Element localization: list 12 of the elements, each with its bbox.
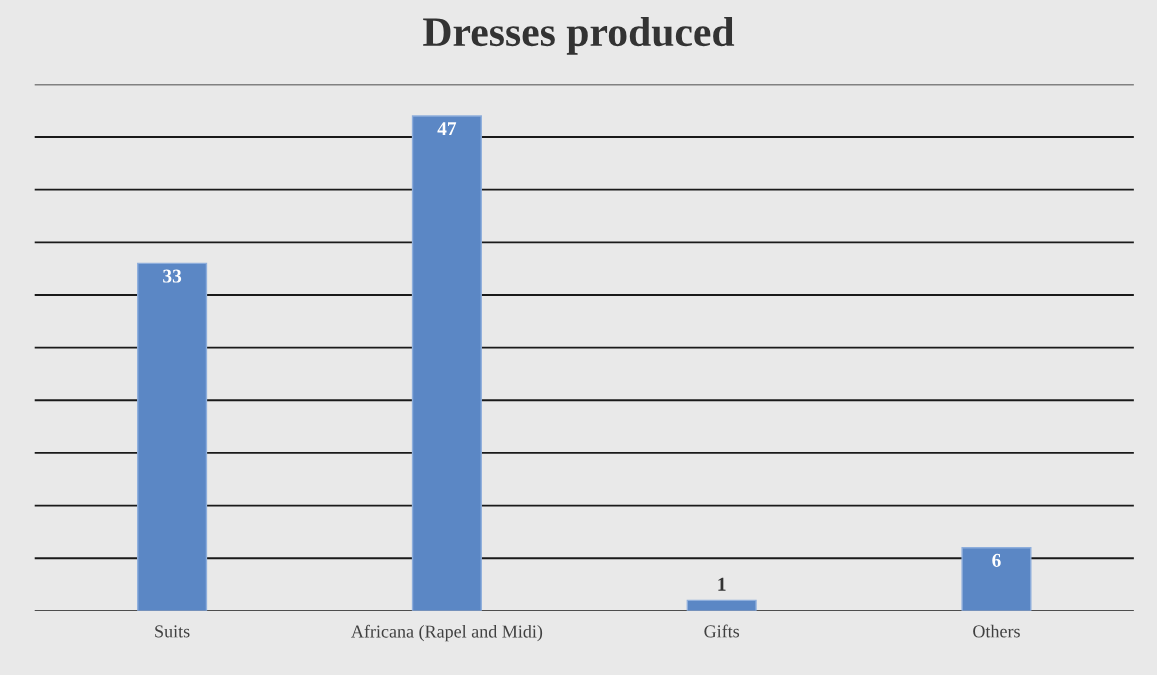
x-tick-label: Suits — [155, 625, 190, 638]
chart-title: Dresses produced — [423, 16, 735, 55]
data-label: 47 — [437, 122, 457, 136]
data-label: 6 — [992, 553, 1001, 567]
x-tick-label: Africana (Rapel and Midi) — [351, 624, 543, 642]
x-tick-label: Gifts — [704, 624, 740, 638]
bar — [961, 546, 1032, 611]
data-label: 1 — [718, 577, 726, 591]
bar — [411, 115, 482, 611]
bar — [137, 262, 208, 611]
data-label: 33 — [163, 269, 182, 283]
x-tick-label: Others — [973, 624, 1020, 638]
